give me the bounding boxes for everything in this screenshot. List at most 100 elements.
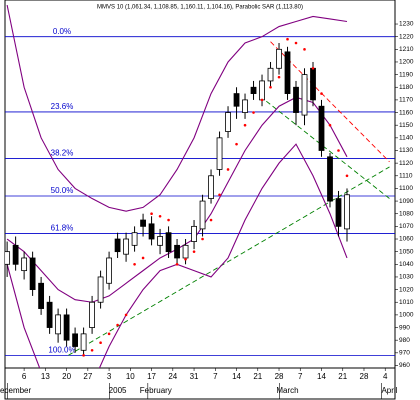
chart-title: MMVS 10 (1,061.34, 1,108.85, 1,160.11, 1…	[97, 5, 303, 11]
candle-body	[276, 48, 282, 69]
candle-body	[157, 236, 163, 246]
y-tick-label: 1030	[399, 274, 414, 281]
x-tick-label: 17	[147, 372, 156, 381]
candle-body	[46, 301, 53, 328]
y-tick-label: 1140	[399, 135, 413, 142]
x-tick-label: 3	[107, 372, 112, 381]
month-label: ecember	[0, 386, 31, 395]
sar-dot	[337, 149, 340, 152]
x-tick-label: 21	[253, 372, 262, 381]
candle-body	[225, 112, 231, 132]
candle-body	[140, 219, 146, 227]
candle-body	[259, 80, 265, 101]
x-tick-label: 4	[383, 372, 388, 381]
plot-frame	[4, 0, 396, 369]
sar-dot	[99, 341, 102, 345]
month-label: 2005	[109, 386, 127, 395]
candle-body	[344, 194, 350, 230]
x-tick-label: 28	[360, 372, 369, 381]
sar-dot	[226, 168, 230, 171]
sar-dot	[133, 263, 136, 266]
candle-body	[208, 175, 214, 199]
sar-dot	[184, 257, 187, 261]
x-tick-label: 10	[126, 372, 135, 381]
candle-body	[55, 314, 62, 335]
sar-dot	[158, 214, 162, 218]
x-axis-frame	[4, 367, 396, 400]
candle-body	[97, 276, 104, 303]
candle-body	[148, 223, 155, 240]
fib-label: 100.0%	[48, 345, 75, 354]
sar-dot	[150, 212, 153, 216]
candle-body	[123, 238, 129, 255]
candle-body	[301, 74, 308, 116]
band-upper	[6, 4, 348, 212]
candle-body	[38, 282, 45, 309]
sar-dot	[320, 92, 323, 95]
x-tick-label: 28	[275, 372, 284, 381]
y-tick-label: 1170	[399, 97, 413, 104]
candle-body	[80, 333, 87, 351]
x-tick-label: 21	[338, 372, 347, 381]
y-tick-label: 1230	[399, 21, 414, 28]
y-tick-label: 1110	[399, 172, 413, 179]
y-tick-label: 1060	[399, 236, 414, 243]
candle-body	[63, 314, 70, 341]
candle-body	[318, 105, 325, 151]
x-tick-label: 14	[232, 372, 241, 381]
month-label: February	[140, 386, 172, 395]
candle-body	[165, 232, 172, 253]
sar-dot	[90, 348, 94, 352]
y-tick-label: 1220	[399, 33, 414, 40]
sar-dot	[209, 218, 213, 222]
candle-body	[267, 67, 274, 82]
sar-dot	[175, 263, 179, 266]
y-tick-label: 1200	[399, 59, 414, 66]
trend-line	[68, 166, 390, 356]
x-tick-label: 7	[213, 372, 218, 381]
candle-body	[29, 257, 36, 290]
sar-dot	[107, 332, 111, 336]
y-tick-label: 1080	[399, 210, 414, 217]
x-tick-label: 20	[62, 372, 71, 381]
y-tick-label: 1070	[399, 223, 414, 230]
x-tick-label: 13	[41, 372, 50, 381]
candle-body	[310, 67, 316, 101]
candle-body	[191, 225, 197, 242]
candle-body	[5, 251, 11, 265]
sar-dot	[345, 174, 349, 178]
sar-dot	[192, 250, 196, 253]
sar-dot	[260, 98, 264, 102]
y-tick-label: 960	[399, 362, 410, 369]
sar-dot	[269, 85, 272, 89]
y-tick-label: 1120	[399, 160, 413, 167]
fib-label: 61.8%	[51, 224, 74, 233]
fib-label: 50.0%	[51, 186, 74, 195]
sar-dot	[141, 256, 145, 260]
candle-body	[327, 156, 333, 202]
candle-body	[106, 257, 112, 284]
candle-body	[21, 257, 28, 272]
y-tick-label: 1190	[399, 71, 413, 78]
candle-body	[284, 51, 291, 94]
candle-body	[233, 93, 240, 107]
candle-body	[182, 244, 189, 259]
y-tick-label: 1000	[399, 312, 414, 319]
fib-label: 23.6%	[51, 102, 74, 111]
sar-dot	[235, 142, 238, 146]
sar-dot	[303, 48, 306, 51]
y-tick-label: 1090	[399, 198, 414, 205]
candle-body	[242, 99, 248, 113]
y-tick-label: 1100	[399, 185, 413, 192]
candle-body	[216, 137, 223, 170]
x-tick-label: 31	[190, 372, 199, 381]
y-tick-label: 1020	[399, 286, 414, 293]
candle-body	[114, 238, 121, 253]
y-tick-label: 1210	[399, 46, 414, 53]
sar-dot	[116, 323, 119, 327]
sar-dot	[294, 41, 298, 45]
y-tick-label: 1130	[399, 147, 413, 154]
y-tick-label: 1010	[399, 299, 414, 306]
y-tick-label: 1150	[399, 122, 413, 129]
fib-label: 38.2%	[51, 149, 74, 158]
